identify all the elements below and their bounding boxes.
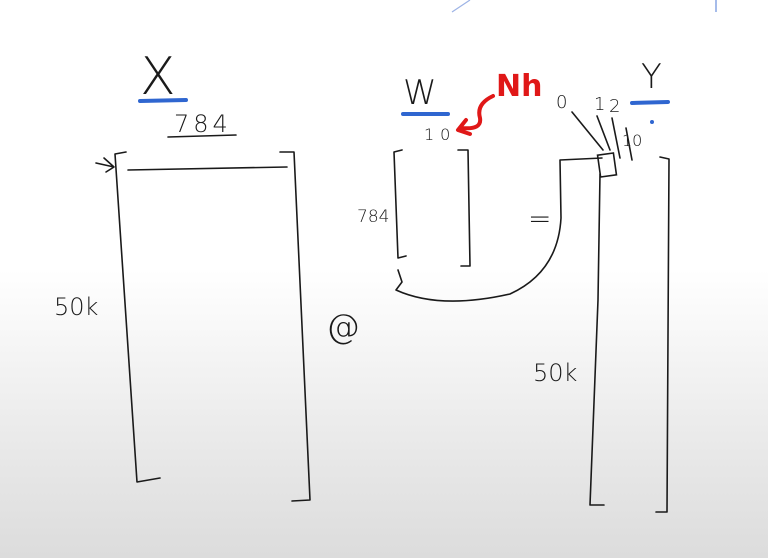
matmul-operator: @ — [326, 307, 360, 347]
matrix-y-highlight-cell — [596, 152, 618, 178]
matrix-x: X 784 50k — [54, 47, 311, 502]
matrix-y-underline — [630, 100, 670, 105]
matrix-w: W 10 784 Nh — [357, 69, 603, 302]
connector-curve — [395, 157, 603, 302]
matrix-w-note: Nh — [496, 69, 542, 104]
matrix-w-rows-label: 784 — [357, 207, 389, 227]
matrix-y-column-pointers — [571, 111, 633, 161]
equals-sign: = — [528, 202, 551, 235]
matrix-x-underline — [138, 98, 188, 103]
matrix-w-right-bracket — [457, 149, 471, 267]
red-arrow — [456, 94, 495, 136]
matrix-x-left-bracket — [114, 151, 161, 483]
matrix-y-col-label-10: 10 — [622, 131, 642, 150]
matrix-x-rows-label: 50k — [54, 293, 99, 321]
matrix-y-right-bracket — [655, 156, 670, 513]
matrix-w-left-bracket — [393, 149, 407, 259]
matrix-y-col-label-2: 2 — [609, 96, 620, 117]
matrix-w-name: W — [403, 73, 437, 113]
matrix-y-rows-label: 50k — [533, 359, 578, 387]
matrix-y-name: Y — [641, 57, 662, 97]
matrix-x-first-row — [127, 166, 288, 171]
matrix-y-dot — [650, 120, 654, 124]
matrix-y-col-label-0: 0 — [556, 92, 567, 113]
matrix-x-arrow — [95, 157, 115, 173]
matrix-x-right-bracket — [279, 151, 311, 502]
matrix-w-cols-label: 10 — [424, 125, 456, 144]
matrix-y-col-label-1: 1 — [594, 94, 605, 115]
matrix-y: Y 0 1 2 10 50k — [533, 57, 670, 513]
matrix-x-cols-label: 784 — [174, 110, 232, 138]
matrix-y-left-bracket — [589, 173, 605, 506]
matrix-x-cols-underline — [167, 134, 237, 138]
matrix-x-name: X — [140, 47, 176, 107]
faint-stroke — [451, 0, 471, 13]
